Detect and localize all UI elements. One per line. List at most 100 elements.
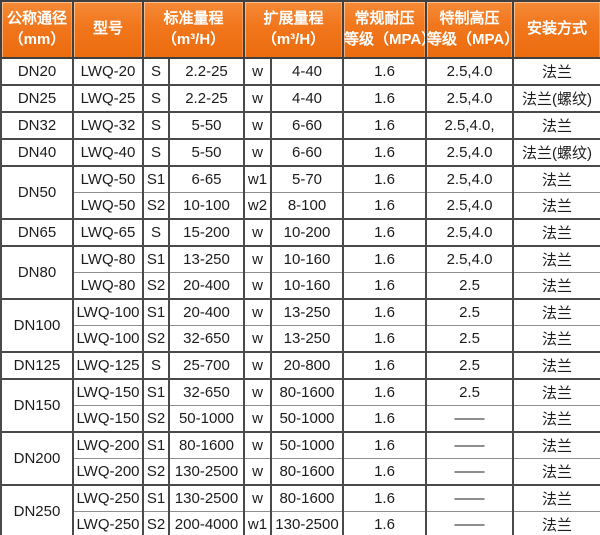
cell-mpa: 1.6 [342, 351, 426, 379]
cell-ext-range: 130-2500 [270, 511, 343, 535]
cell-std-code: S1 [142, 245, 169, 273]
cell-model: LWQ-50 [72, 165, 143, 193]
cell-std-range: 5-50 [168, 111, 244, 139]
cell-hp: —— [425, 431, 513, 459]
header-normal-pressure-line1: 常规耐压 [354, 10, 415, 28]
cell-dn: DN80 [0, 245, 73, 299]
cell-ext-code: w [243, 298, 271, 326]
cell-model: LWQ-25 [72, 84, 143, 112]
cell-install: 法兰 [512, 298, 600, 326]
cell-model: LWQ-65 [72, 218, 143, 246]
cell-std-code: S2 [142, 511, 169, 535]
cell-std-code: S [142, 218, 169, 246]
cell-hp: —— [425, 458, 513, 485]
cell-ext-code: w [243, 325, 271, 352]
cell-ext-code: w [243, 431, 271, 459]
cell-std-code: S2 [142, 192, 169, 219]
cell-ext-code: w [243, 405, 271, 432]
cell-install: 法兰 [512, 165, 600, 193]
cell-dn: DN32 [0, 111, 73, 139]
table-row: LWQ-200 S2 130-2500 w 80-1600 1.6 —— 法兰 [1, 458, 600, 485]
header-standard-range: 标准量程 （m³/H） [142, 1, 244, 59]
cell-mpa: 1.6 [342, 511, 426, 535]
header-row: 公称通径 （mm） 型号 标准量程 （m³/H） 扩展量程 （m³/H） 常规耐压 等级… [0, 1, 600, 59]
cell-mpa: 1.6 [342, 431, 426, 459]
cell-mpa: 1.6 [342, 165, 426, 193]
cell-hp: 2.5 [425, 298, 513, 326]
cell-mpa: 1.6 [342, 325, 426, 352]
cell-std-code: S1 [142, 378, 169, 406]
cell-std-range: 20-400 [168, 298, 244, 326]
cell-ext-range: 4-40 [270, 84, 343, 112]
table-row: DN80 LWQ-80 S1 13-250 w 10-160 1.6 2.5,4… [0, 245, 600, 299]
header-normal-pressure-line2: 等级（MPA） [344, 30, 426, 48]
cell-install: 法兰 [512, 245, 600, 273]
cell-ext-range: 50-1000 [270, 431, 343, 459]
cell-ext-code: w1 [243, 165, 271, 193]
cell-mpa: 1.6 [342, 192, 426, 219]
cell-std-code: S [142, 138, 169, 166]
cell-install: 法兰 [512, 325, 600, 352]
cell-std-range: 6-65 [168, 165, 244, 193]
cell-std-range: 32-650 [168, 325, 244, 352]
cell-model: LWQ-100 [72, 298, 143, 326]
cell-hp: 2.5,4.0 [425, 192, 513, 219]
header-high-pressure-line1: 特制高压 [439, 10, 500, 28]
cell-model: LWQ-80 [72, 272, 143, 299]
cell-std-code: S1 [142, 431, 169, 459]
cell-ext-range: 5-70 [270, 165, 343, 193]
table-row: DN20 LWQ-20 S 2.2-25 w 4-40 1.6 2.5,4.0 … [0, 57, 600, 85]
cell-mpa: 1.6 [342, 378, 426, 406]
cell-mpa: 1.6 [342, 218, 426, 246]
header-model: 型号 [72, 1, 143, 59]
table-row: DN50 LWQ-50 S1 6-65 w1 5-70 1.6 2.5,4.0 … [0, 165, 600, 219]
cell-ext-range: 13-250 [270, 298, 343, 326]
cell-std-code: S [142, 111, 169, 139]
cell-std-range: 80-1600 [168, 431, 244, 459]
table-row: DN40 LWQ-40 S 5-50 w 6-60 1.6 2.5,4.0 法兰… [0, 138, 600, 166]
cell-ext-code: w2 [243, 192, 271, 219]
cell-dn: DN150 [0, 378, 73, 432]
cell-install: 法兰 [512, 405, 600, 432]
table-row: LWQ-80 S2 20-400 w 10-160 1.6 2.5 法兰 [1, 272, 600, 299]
table-row: DN125 LWQ-125 S 25-700 w 20-800 1.6 2.5 … [0, 351, 600, 379]
cell-dn: DN250 [0, 484, 73, 535]
cell-std-range: 10-100 [168, 192, 244, 219]
cell-std-range: 15-200 [168, 218, 244, 246]
cell-hp: 2.5 [425, 351, 513, 379]
cell-mpa: 1.6 [342, 57, 426, 85]
cell-std-code: S2 [142, 458, 169, 485]
cell-std-code: S2 [142, 272, 169, 299]
cell-std-range: 32-650 [168, 378, 244, 406]
cell-install: 法兰 [512, 272, 600, 299]
header-installation: 安装方式 [512, 1, 600, 59]
cell-ext-range: 4-40 [270, 57, 343, 85]
cell-ext-range: 20-800 [270, 351, 343, 379]
table-row: LWQ-150 S2 50-1000 w 50-1000 1.6 —— 法兰 [1, 405, 600, 432]
cell-std-range: 50-1000 [168, 405, 244, 432]
cell-mpa: 1.6 [342, 138, 426, 166]
cell-dn: DN65 [0, 218, 73, 246]
cell-ext-code: w [243, 57, 271, 85]
cell-ext-range: 80-1600 [270, 378, 343, 406]
cell-std-range: 2.2-25 [168, 84, 244, 112]
cell-std-code: S [142, 351, 169, 379]
cell-ext-code: w1 [243, 511, 271, 535]
cell-ext-code: w [243, 351, 271, 379]
table-row: LWQ-100 S2 32-650 w 13-250 1.6 2.5 法兰 [1, 325, 600, 352]
cell-hp: 2.5,4.0 [425, 57, 513, 85]
cell-ext-range: 10-200 [270, 218, 343, 246]
cell-dn: DN125 [0, 351, 73, 379]
cell-dn: DN25 [0, 84, 73, 112]
cell-mpa: 1.6 [342, 245, 426, 273]
cell-model: LWQ-250 [72, 484, 143, 512]
cell-mpa: 1.6 [342, 458, 426, 485]
cell-model: LWQ-32 [72, 111, 143, 139]
cell-ext-code: w [243, 378, 271, 406]
cell-std-code: S [142, 84, 169, 112]
cell-hp: 2.5,4.0 [425, 138, 513, 166]
cell-model: LWQ-80 [72, 245, 143, 273]
cell-hp: 2.5,4.0 [425, 218, 513, 246]
